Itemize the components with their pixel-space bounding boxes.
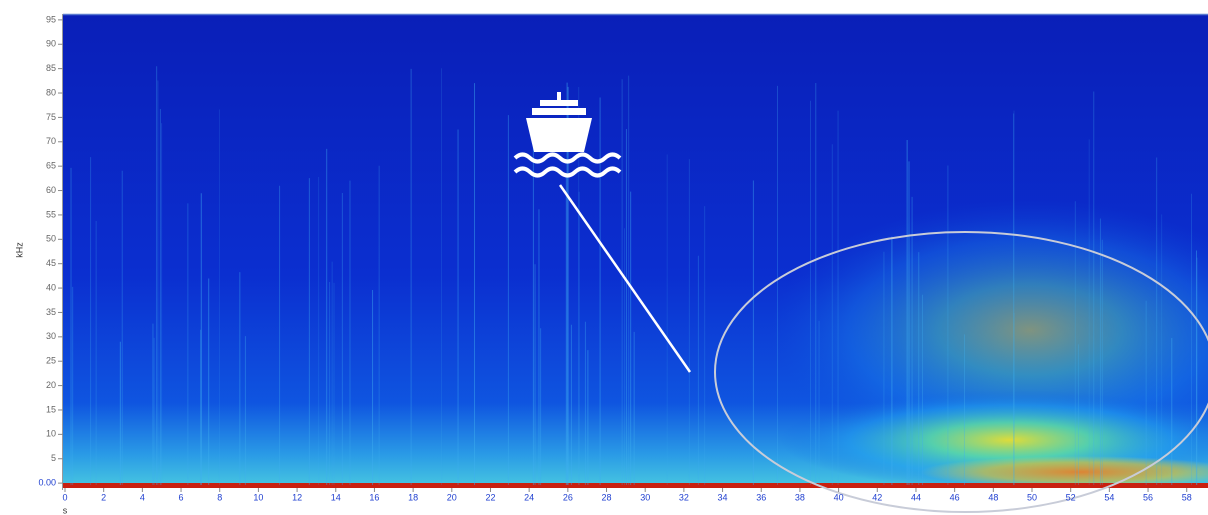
x-tick-label: 18 [408, 492, 418, 502]
x-tick-label: 34 [718, 492, 728, 502]
x-tick-label: 46 [950, 492, 960, 502]
energy-region [920, 456, 1208, 488]
spectrogram-area [63, 15, 1208, 488]
y-tick-label: 65 [46, 161, 56, 171]
x-tick-label: 56 [1143, 492, 1153, 502]
x-tick-label: 28 [602, 492, 612, 502]
y-tick-label: 45 [46, 258, 56, 268]
y-tick-label: 95 [46, 14, 56, 24]
x-tick-label: 42 [872, 492, 882, 502]
y-tick-label: 70 [46, 136, 56, 146]
y-tick-label: 90 [46, 39, 56, 49]
x-tick-label: 40 [834, 492, 844, 502]
x-tick-label: 6 [179, 492, 184, 502]
y-tick-label: 60 [46, 185, 56, 195]
y-tick-label: 25 [46, 356, 56, 366]
y-tick-label: 30 [46, 331, 56, 341]
x-tick-label: 38 [795, 492, 805, 502]
x-tick-label: 44 [911, 492, 921, 502]
x-tick-label: 22 [485, 492, 495, 502]
x-axis-label: s [63, 505, 68, 515]
y-tick-label: 35 [46, 307, 56, 317]
y-tick-label: 0.00 [38, 477, 56, 487]
x-tick-label: 8 [217, 492, 222, 502]
y-tick-label: 55 [46, 209, 56, 219]
y-tick-label: 20 [46, 380, 56, 390]
y-axis-label: kHz [14, 242, 24, 258]
x-tick-label: 20 [447, 492, 457, 502]
x-tick-label: 24 [524, 492, 534, 502]
y-tick-label: 10 [46, 429, 56, 439]
x-tick-label: 4 [140, 492, 145, 502]
highlight-ellipse [714, 231, 1208, 513]
x-tick-label: 48 [988, 492, 998, 502]
x-tick-label: 16 [369, 492, 379, 502]
y-tick-label: 80 [46, 87, 56, 97]
x-tick-label: 50 [1027, 492, 1037, 502]
y-tick-label: 50 [46, 234, 56, 244]
x-tick-label: 12 [292, 492, 302, 502]
y-tick-label: 40 [46, 282, 56, 292]
x-tick-label: 52 [1066, 492, 1076, 502]
x-tick-label: 2 [101, 492, 106, 502]
x-tick-label: 54 [1104, 492, 1114, 502]
x-tick-label: 30 [640, 492, 650, 502]
x-tick-label: 58 [1182, 492, 1192, 502]
x-tick-label: 36 [756, 492, 766, 502]
ship-icon [513, 92, 622, 178]
y-tick-label: 75 [46, 112, 56, 122]
y-tick-label: 85 [46, 63, 56, 73]
y-tick-label: 5 [51, 453, 56, 463]
x-tick-label: 10 [253, 492, 263, 502]
pointer-line [558, 184, 692, 373]
x-tick-label: 32 [679, 492, 689, 502]
x-tick-label: 14 [331, 492, 341, 502]
x-tick-label: 26 [563, 492, 573, 502]
x-tick-label: 0 [62, 492, 67, 502]
low-frequency-band [63, 483, 1208, 488]
y-tick-label: 15 [46, 404, 56, 414]
